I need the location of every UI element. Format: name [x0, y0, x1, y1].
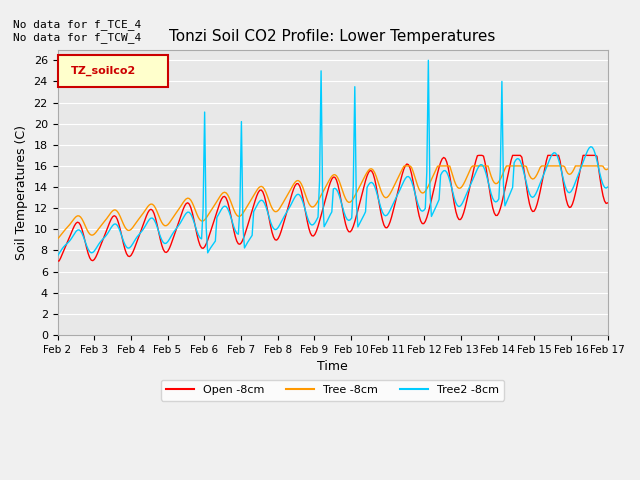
Y-axis label: Soil Temperatures (C): Soil Temperatures (C)	[15, 125, 28, 260]
Text: TZ_soilco2: TZ_soilco2	[71, 66, 136, 76]
Title: Tonzi Soil CO2 Profile: Lower Temperatures: Tonzi Soil CO2 Profile: Lower Temperatur…	[170, 29, 496, 44]
FancyBboxPatch shape	[58, 55, 168, 87]
Text: No data for f_TCE_4
No data for f_TCW_4: No data for f_TCE_4 No data for f_TCW_4	[13, 19, 141, 43]
X-axis label: Time: Time	[317, 360, 348, 373]
Legend: Open -8cm, Tree -8cm, Tree2 -8cm: Open -8cm, Tree -8cm, Tree2 -8cm	[161, 380, 504, 401]
